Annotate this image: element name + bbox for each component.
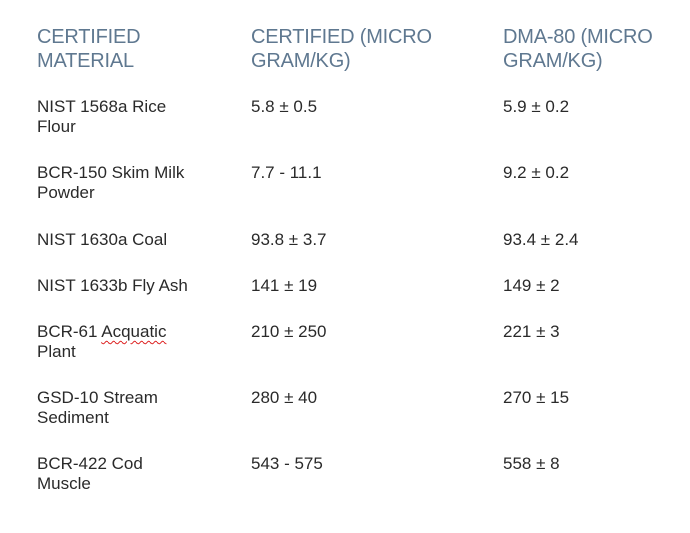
material-cell: NIST 1633b Fly Ash — [37, 276, 237, 296]
dma80-value-cell: 270 ± 15 — [503, 388, 570, 407]
dma80-value-cell: 558 ± 8 — [503, 454, 560, 473]
header-certified-value: CERTIFIED (MICRO GRAM/KG) — [251, 25, 481, 73]
material-line: BCR-61 Acquatic — [37, 322, 237, 342]
material-line: NIST 1633b Fly Ash — [37, 276, 188, 295]
material-line: Plant — [37, 342, 76, 361]
certified-value-cell: 210 ± 250 — [251, 322, 327, 341]
material-line: BCR-150 Skim Milk — [37, 163, 185, 182]
certified-value-cell: 280 ± 40 — [251, 388, 318, 407]
misspelled-word[interactable]: Acquatic — [101, 322, 167, 341]
material-text: BCR-61 — [37, 322, 102, 341]
certified-value-cell: 5.8 ± 0.5 — [251, 97, 318, 116]
header-line: CERTIFIED — [37, 26, 141, 48]
material-line: GSD-10 Stream — [37, 388, 158, 407]
material-line: BCR-422 Cod — [37, 454, 143, 473]
material-cell: BCR-422 Cod Muscle — [37, 454, 237, 494]
material-cell: GSD-10 Stream Sediment — [37, 388, 237, 428]
header-line: DMA-80 (MICRO — [503, 26, 653, 48]
material-line: Muscle — [37, 474, 91, 493]
material-cell: NIST 1630a Coal — [37, 230, 237, 250]
dma80-value-cell: 149 ± 2 — [503, 276, 560, 295]
material-line: Powder — [37, 183, 95, 202]
header-dma80-value: DMA-80 (MICRO GRAM/KG) — [503, 25, 683, 73]
material-cell: BCR-61 Acquatic Plant — [37, 322, 237, 362]
material-cell: NIST 1568a Rice Flour — [37, 97, 237, 137]
header-certified-material: CERTIFIED MATERIAL — [37, 25, 237, 73]
dma80-value-cell: 9.2 ± 0.2 — [503, 163, 570, 182]
material-line: NIST 1630a Coal — [37, 230, 168, 249]
dma80-value-cell: 93.4 ± 2.4 — [503, 230, 579, 249]
material-line: Sediment — [37, 408, 109, 427]
header-line: GRAM/KG) — [251, 50, 351, 72]
certified-value-cell: 141 ± 19 — [251, 276, 318, 295]
header-line: CERTIFIED (MICRO — [251, 26, 432, 48]
dma80-value-cell: 5.9 ± 0.2 — [503, 97, 570, 116]
material-line: Flour — [37, 117, 76, 136]
certified-value-cell: 93.8 ± 3.7 — [251, 230, 327, 249]
material-line: NIST 1568a Rice — [37, 97, 167, 116]
dma80-value-cell: 221 ± 3 — [503, 322, 560, 341]
material-cell: BCR-150 Skim Milk Powder — [37, 163, 237, 203]
header-line: GRAM/KG) — [503, 50, 603, 72]
certified-value-cell: 7.7 - 11.1 — [251, 163, 322, 182]
certified-value-cell: 543 - 575 — [251, 454, 323, 473]
header-line: MATERIAL — [37, 50, 134, 72]
